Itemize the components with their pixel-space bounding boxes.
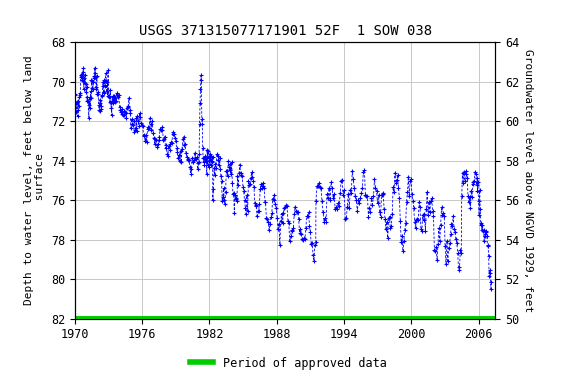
Legend: Period of approved data: Period of approved data — [185, 352, 391, 374]
Y-axis label: Depth to water level, feet below land
 surface: Depth to water level, feet below land su… — [24, 56, 46, 305]
Y-axis label: Groundwater level above NGVD 1929, feet: Groundwater level above NGVD 1929, feet — [523, 49, 533, 312]
Title: USGS 371315077171901 52F  1 SOW 038: USGS 371315077171901 52F 1 SOW 038 — [139, 24, 431, 38]
